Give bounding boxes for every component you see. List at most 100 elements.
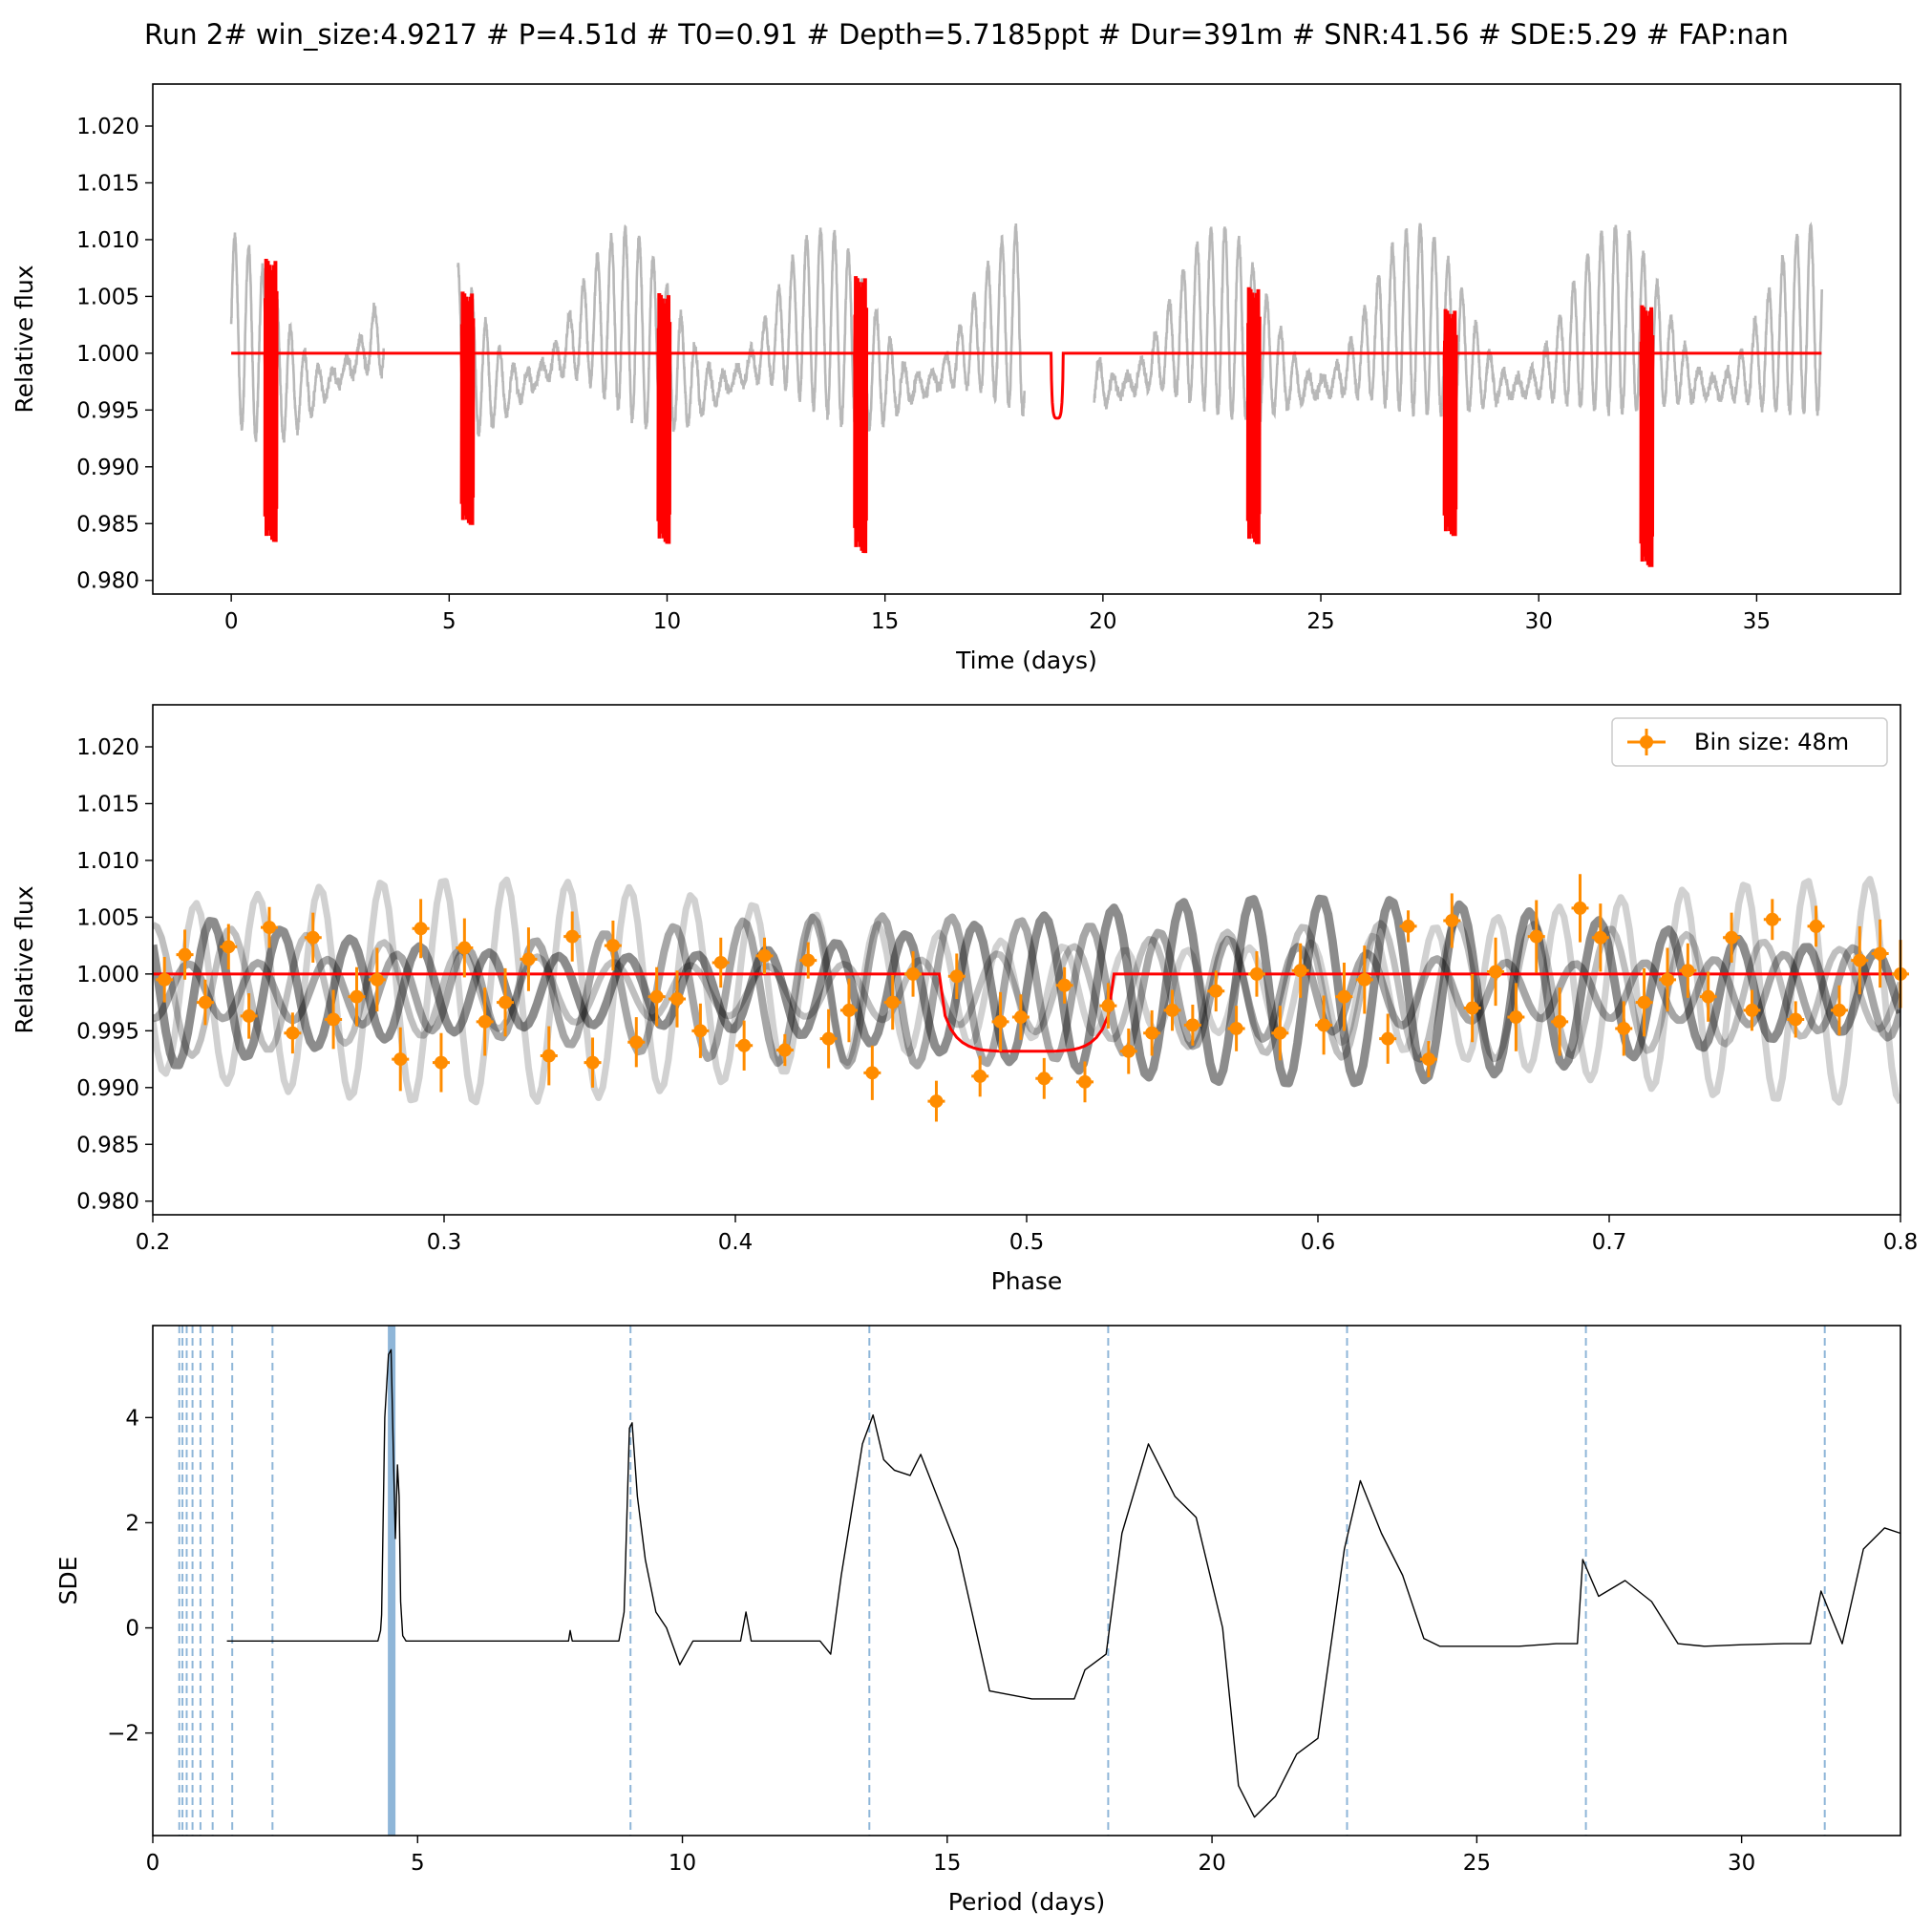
binned-point bbox=[222, 940, 236, 954]
phase-y-tick-label: 1.010 bbox=[76, 849, 139, 874]
binned-point bbox=[1317, 1018, 1331, 1032]
binned-point bbox=[393, 1052, 408, 1067]
phase-x-tick-label: 0.3 bbox=[427, 1230, 462, 1255]
periodogram-x-tick-label: 10 bbox=[669, 1851, 696, 1876]
phase-model bbox=[153, 972, 1895, 1053]
lightcurve-panel: 0 5 10 15 20 25 30 35 0.980 0.985 0.990 0.995 1.000 1… bbox=[11, 83, 1901, 674]
periodogram-curve bbox=[226, 1348, 1901, 1818]
binned-point bbox=[457, 941, 472, 955]
binned-point bbox=[478, 1014, 492, 1029]
lightcurve-segment bbox=[456, 223, 1026, 441]
lightcurve-model-line bbox=[231, 351, 1822, 420]
periodogram-x-tick-label: 5 bbox=[411, 1851, 425, 1876]
phase-panel: 0.2 0.3 0.4 0.5 0.6 0.7 0.8 0.980 0.985 0.990 0.99… bbox=[11, 704, 1919, 1295]
binned-point bbox=[1789, 1012, 1803, 1027]
phase-x-tick-label: 0.4 bbox=[718, 1230, 754, 1255]
binned-point bbox=[1145, 1026, 1159, 1040]
phase-x-tick-label: 0.6 bbox=[1301, 1230, 1336, 1255]
binned-point bbox=[757, 948, 772, 963]
phase-data-points bbox=[153, 876, 1900, 1106]
binned-point bbox=[414, 922, 428, 936]
binned-point bbox=[521, 952, 536, 966]
binned-point bbox=[565, 929, 580, 944]
binned-point bbox=[1553, 1014, 1567, 1029]
periodogram-x-tick-label: 25 bbox=[1463, 1851, 1491, 1876]
binned-point bbox=[1401, 919, 1415, 933]
phase-y-tick-label: 1.005 bbox=[76, 905, 139, 930]
periodogram-x-axis-label: Period (days) bbox=[948, 1888, 1105, 1916]
binned-point bbox=[499, 995, 513, 1009]
periodogram-y-tick-label: 0 bbox=[125, 1617, 139, 1642]
binned-point bbox=[777, 1043, 792, 1057]
lightcurve-axes: 0 5 10 15 20 25 30 35 0.980 0.985 0.990 0.995 1.000 1… bbox=[76, 83, 1901, 634]
periodogram-y-tick-label: −2 bbox=[107, 1722, 139, 1747]
binned-point bbox=[1509, 1010, 1523, 1025]
phase-x-tick-label: 0.8 bbox=[1883, 1230, 1919, 1255]
binned-point bbox=[670, 992, 684, 1007]
binned-point bbox=[1765, 912, 1779, 926]
binned-point bbox=[1293, 964, 1307, 978]
lightcurve-y-axis-label: Relative flux bbox=[11, 265, 38, 413]
binned-point bbox=[1489, 965, 1503, 979]
binned-point bbox=[605, 939, 620, 953]
binned-point bbox=[693, 1024, 708, 1038]
lightcurve-segment bbox=[1093, 221, 1823, 422]
phase-x-tick-label: 0.5 bbox=[1009, 1230, 1045, 1255]
binned-point bbox=[629, 1035, 644, 1050]
periodogram-x-tick-label: 15 bbox=[933, 1851, 961, 1876]
binned-point bbox=[841, 1003, 856, 1017]
phase-y-tick-label: 1.020 bbox=[76, 735, 139, 760]
binned-point bbox=[158, 972, 172, 987]
lightcurve-y-tick-label: 0.995 bbox=[76, 398, 139, 423]
binned-point bbox=[1661, 972, 1674, 987]
periodogram-panel: 0 5 10 15 20 25 30 −2 0 2 4 Period (days) SDE bbox=[54, 1325, 1901, 1916]
periodogram-x-tick-label: 20 bbox=[1198, 1851, 1225, 1876]
binned-point bbox=[370, 972, 384, 987]
phase-data-curve bbox=[153, 894, 1900, 1088]
phase-y-tick-label: 0.985 bbox=[76, 1133, 139, 1157]
periodogram-y-axis-label: SDE bbox=[54, 1557, 82, 1605]
in-transit-points bbox=[1442, 308, 1458, 537]
lightcurve-y-tick-label: 1.015 bbox=[76, 171, 139, 196]
binned-point bbox=[713, 955, 728, 969]
phase-x-tick-label: 0.7 bbox=[1592, 1230, 1627, 1255]
binned-point bbox=[1273, 1026, 1287, 1040]
lightcurve-y-tick-label: 1.010 bbox=[76, 228, 139, 253]
binned-point bbox=[1337, 989, 1351, 1004]
in-transit-points bbox=[1639, 305, 1655, 567]
phase-y-axis-label: Relative flux bbox=[11, 885, 38, 1033]
phase-data-curve bbox=[153, 876, 1900, 1106]
phase-x-axis-label: Phase bbox=[991, 1267, 1063, 1295]
lightcurve-y-tick-label: 0.980 bbox=[76, 569, 139, 594]
phase-y-tick-label: 0.990 bbox=[76, 1076, 139, 1101]
phase-data-curve bbox=[153, 920, 1900, 1063]
periodogram-frame bbox=[152, 1325, 1901, 1836]
phase-model-line bbox=[153, 972, 1895, 1053]
binned-point bbox=[1529, 929, 1543, 944]
phase-y-tick-label: 1.000 bbox=[76, 963, 139, 987]
binned-point bbox=[885, 995, 900, 1009]
legend-label: Bin size: 48m bbox=[1694, 729, 1849, 755]
lightcurve-segment bbox=[229, 232, 385, 447]
binned-point bbox=[1701, 989, 1715, 1004]
phase-y-tick-label: 1.015 bbox=[76, 792, 139, 817]
binned-point bbox=[649, 989, 664, 1004]
binned-point bbox=[585, 1055, 600, 1070]
best-period-band bbox=[388, 1326, 396, 1836]
lightcurve-x-tick-label: 20 bbox=[1089, 609, 1116, 634]
binned-point bbox=[1681, 964, 1695, 978]
binned-point bbox=[949, 969, 964, 984]
binned-point bbox=[306, 930, 320, 945]
binned-point bbox=[286, 1026, 300, 1040]
lightcurve-x-tick-label: 35 bbox=[1743, 609, 1771, 634]
binned-point bbox=[821, 1031, 836, 1046]
lightcurve-y-tick-label: 1.000 bbox=[76, 342, 139, 367]
lightcurve-x-tick-label: 30 bbox=[1525, 609, 1553, 634]
binned-point bbox=[1421, 1052, 1435, 1067]
figure-title: Run 2# win_size:4.9217 # P=4.51d # T0=0.… bbox=[144, 18, 1789, 51]
lightcurve-x-tick-label: 0 bbox=[224, 609, 239, 634]
binned-point bbox=[1873, 946, 1887, 961]
phase-x-tick-label: 0.2 bbox=[136, 1230, 171, 1255]
